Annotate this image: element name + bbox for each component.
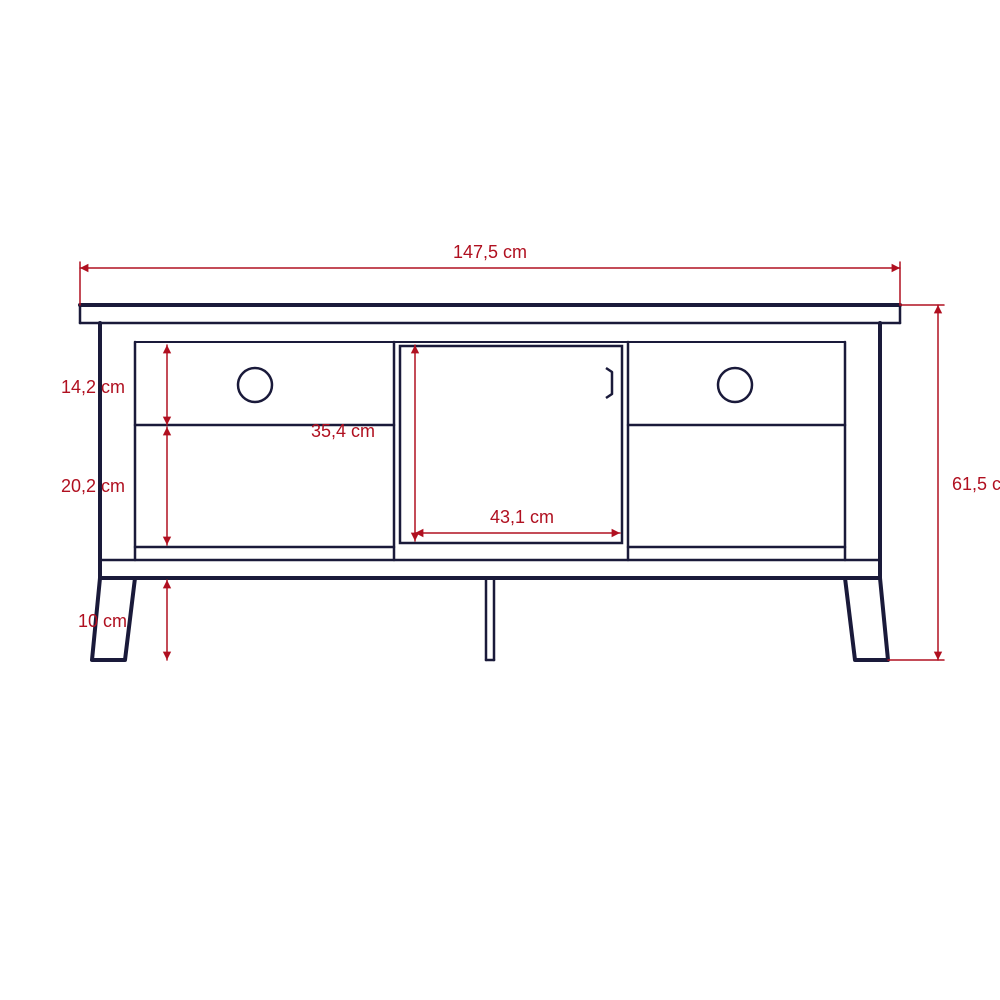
svg-text:10 cm: 10 cm [78,611,127,631]
furniture-outline [80,305,900,660]
svg-text:14,2 cm: 14,2 cm [61,377,125,397]
dimension-diagram: 147,5 cm 61,5 cm 14,2 cm 20,2 cm 10 cm 35,4 c… [0,0,1000,1000]
svg-text:147,5 cm: 147,5 cm [453,242,527,262]
svg-text:61,5 cm: 61,5 cm [952,474,1000,494]
svg-text:43,1 cm: 43,1 cm [490,507,554,527]
svg-text:35,4 cm: 35,4 cm [311,421,375,441]
svg-text:20,2 cm: 20,2 cm [61,476,125,496]
